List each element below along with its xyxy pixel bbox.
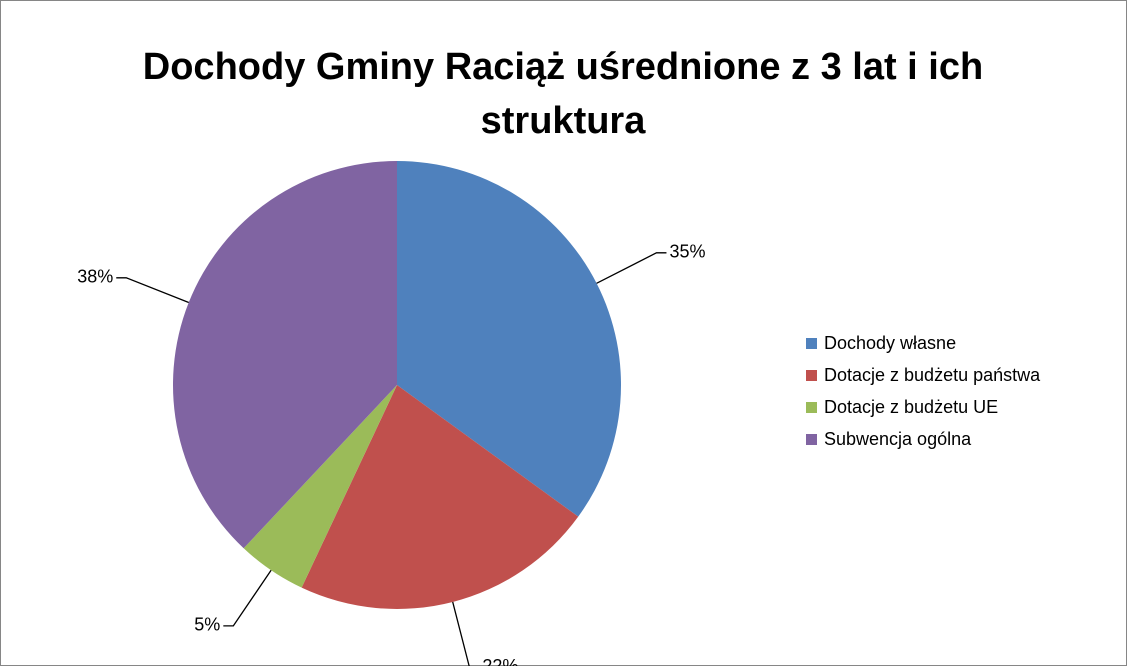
data-label: 5% <box>194 615 220 635</box>
legend-swatch <box>806 434 817 445</box>
data-label: 38% <box>77 267 113 287</box>
legend-label: Dochody własne <box>824 333 956 353</box>
legend-label: Dotacje z budżetu państwa <box>824 365 1041 385</box>
legend-swatch <box>806 338 817 349</box>
pie-slice <box>397 161 621 517</box>
leader-line <box>452 601 470 666</box>
leader-line <box>116 277 189 304</box>
leader-line <box>223 569 272 627</box>
chart-title: Dochody Gminy Raciąż uśrednione z 3 lat … <box>142 46 984 142</box>
legend-swatch <box>806 402 817 413</box>
data-label: 35% <box>669 242 705 262</box>
data-label: 22% <box>482 656 518 666</box>
pie-slice <box>301 385 579 609</box>
pie-slice <box>172 161 397 549</box>
pie-slice <box>243 385 397 588</box>
legend-label: Dotacje z budżetu UE <box>824 397 998 417</box>
legend-label: Subwencja ogólna <box>824 429 972 449</box>
legend-swatch <box>806 370 817 381</box>
leader-line <box>596 252 667 284</box>
